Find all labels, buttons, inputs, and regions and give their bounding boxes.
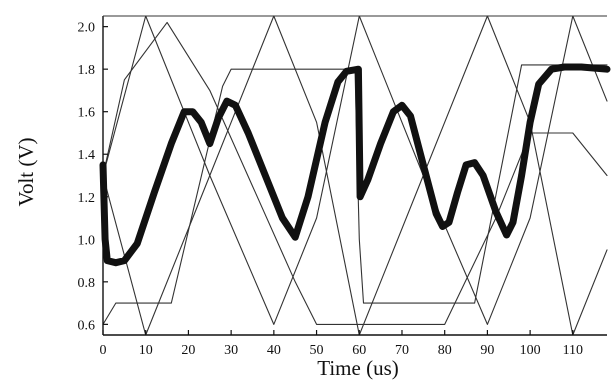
y-axis-label: Volt (V) — [14, 137, 38, 206]
x-tick-label: 60 — [352, 343, 366, 358]
y-tick-label: 1.4 — [78, 148, 96, 163]
x-tick-label: 20 — [181, 343, 195, 358]
tick-layer: 0 10 20 30 40 50 60 70 80 90 100 110 0.6 0.8 1.0 1.2 1.4… — [78, 21, 584, 358]
y-tick-label: 1.0 — [78, 233, 96, 248]
x-axis-label: Time (us) — [317, 356, 399, 380]
x-tick-label: 0 — [100, 343, 107, 358]
x-tick-label: 80 — [438, 343, 452, 358]
x-tick-label: 110 — [563, 343, 583, 358]
y-tick-label: 1.6 — [78, 106, 96, 121]
x-tick-label: 90 — [480, 343, 494, 358]
x-tick-label: 40 — [267, 343, 281, 358]
series-line-thick-0 — [99, 63, 611, 267]
y-tick-label: 0.6 — [78, 318, 96, 333]
y-tick-label: 0.8 — [78, 276, 96, 291]
x-tick-label: 10 — [139, 343, 153, 358]
x-tick-label: 30 — [224, 343, 238, 358]
x-tick-label: 100 — [520, 343, 541, 358]
y-tick-label: 1.2 — [78, 191, 96, 206]
x-tick-label: 50 — [310, 343, 324, 358]
y-tick-label: 1.8 — [78, 63, 96, 78]
x-tick-label: 70 — [395, 343, 409, 358]
y-tick-label: 2.0 — [78, 21, 96, 36]
